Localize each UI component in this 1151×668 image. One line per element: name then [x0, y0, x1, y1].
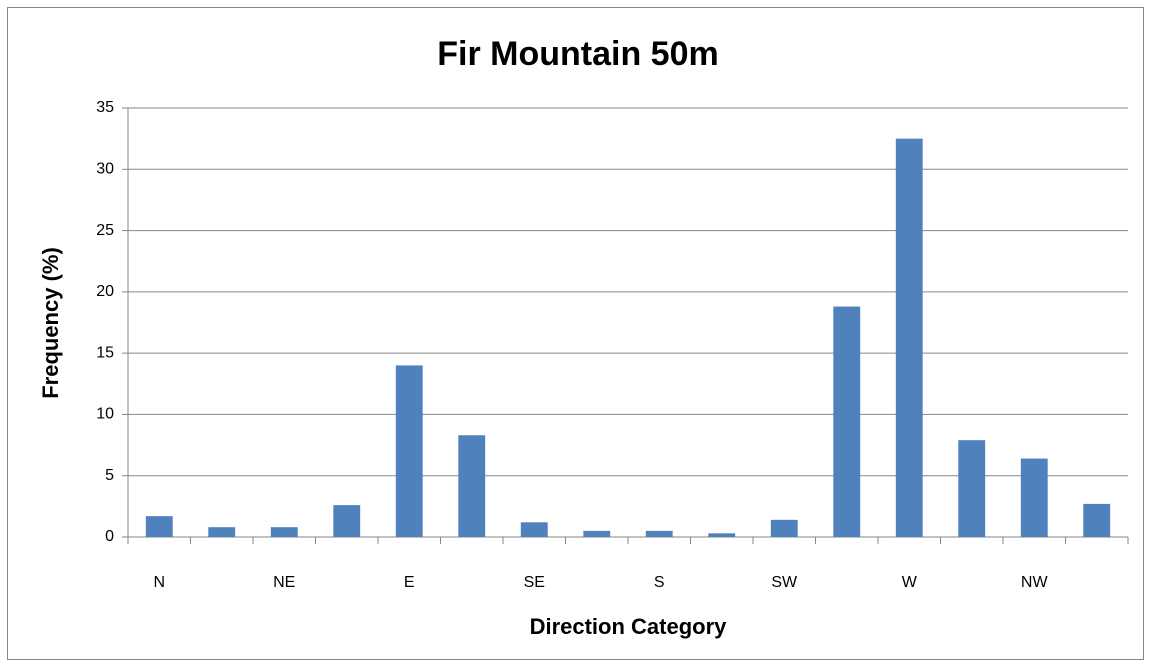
bar	[708, 533, 736, 537]
chart-title: Fir Mountain 50m	[437, 35, 718, 73]
bar	[208, 527, 236, 537]
y-tick-label: 25	[96, 222, 114, 239]
x-tick-label: NW	[1021, 574, 1049, 591]
bar	[1020, 458, 1048, 537]
x-tick-label: W	[902, 574, 918, 591]
x-tick-label: SE	[524, 574, 545, 591]
bar	[895, 138, 923, 537]
y-tick-label: 10	[96, 406, 114, 423]
x-axis-title: Direction Category	[530, 614, 728, 639]
y-tick-label: 35	[96, 99, 114, 116]
x-tick-label: NE	[273, 574, 295, 591]
y-tick-label: 5	[105, 467, 114, 484]
x-tick-label: SW	[771, 574, 798, 591]
bar	[1083, 503, 1111, 537]
bar	[333, 505, 361, 537]
y-tick-label: 30	[96, 161, 114, 178]
bar	[395, 365, 423, 537]
bar	[958, 440, 986, 537]
x-tick-label: N	[153, 574, 165, 591]
bar	[145, 516, 173, 537]
y-axis-title: Frequency (%)	[38, 247, 63, 399]
bar	[270, 527, 298, 537]
bar	[458, 435, 486, 537]
y-tick-label: 20	[96, 283, 114, 300]
x-tick-label: S	[654, 574, 665, 591]
bar	[833, 306, 861, 537]
y-tick-label: 15	[96, 344, 114, 361]
x-tick-label: E	[404, 574, 415, 591]
chart-border	[7, 7, 1144, 660]
bar	[520, 522, 548, 537]
bar	[770, 519, 798, 537]
bar	[583, 530, 611, 537]
y-tick-label: 0	[105, 528, 114, 545]
bar	[645, 530, 673, 537]
